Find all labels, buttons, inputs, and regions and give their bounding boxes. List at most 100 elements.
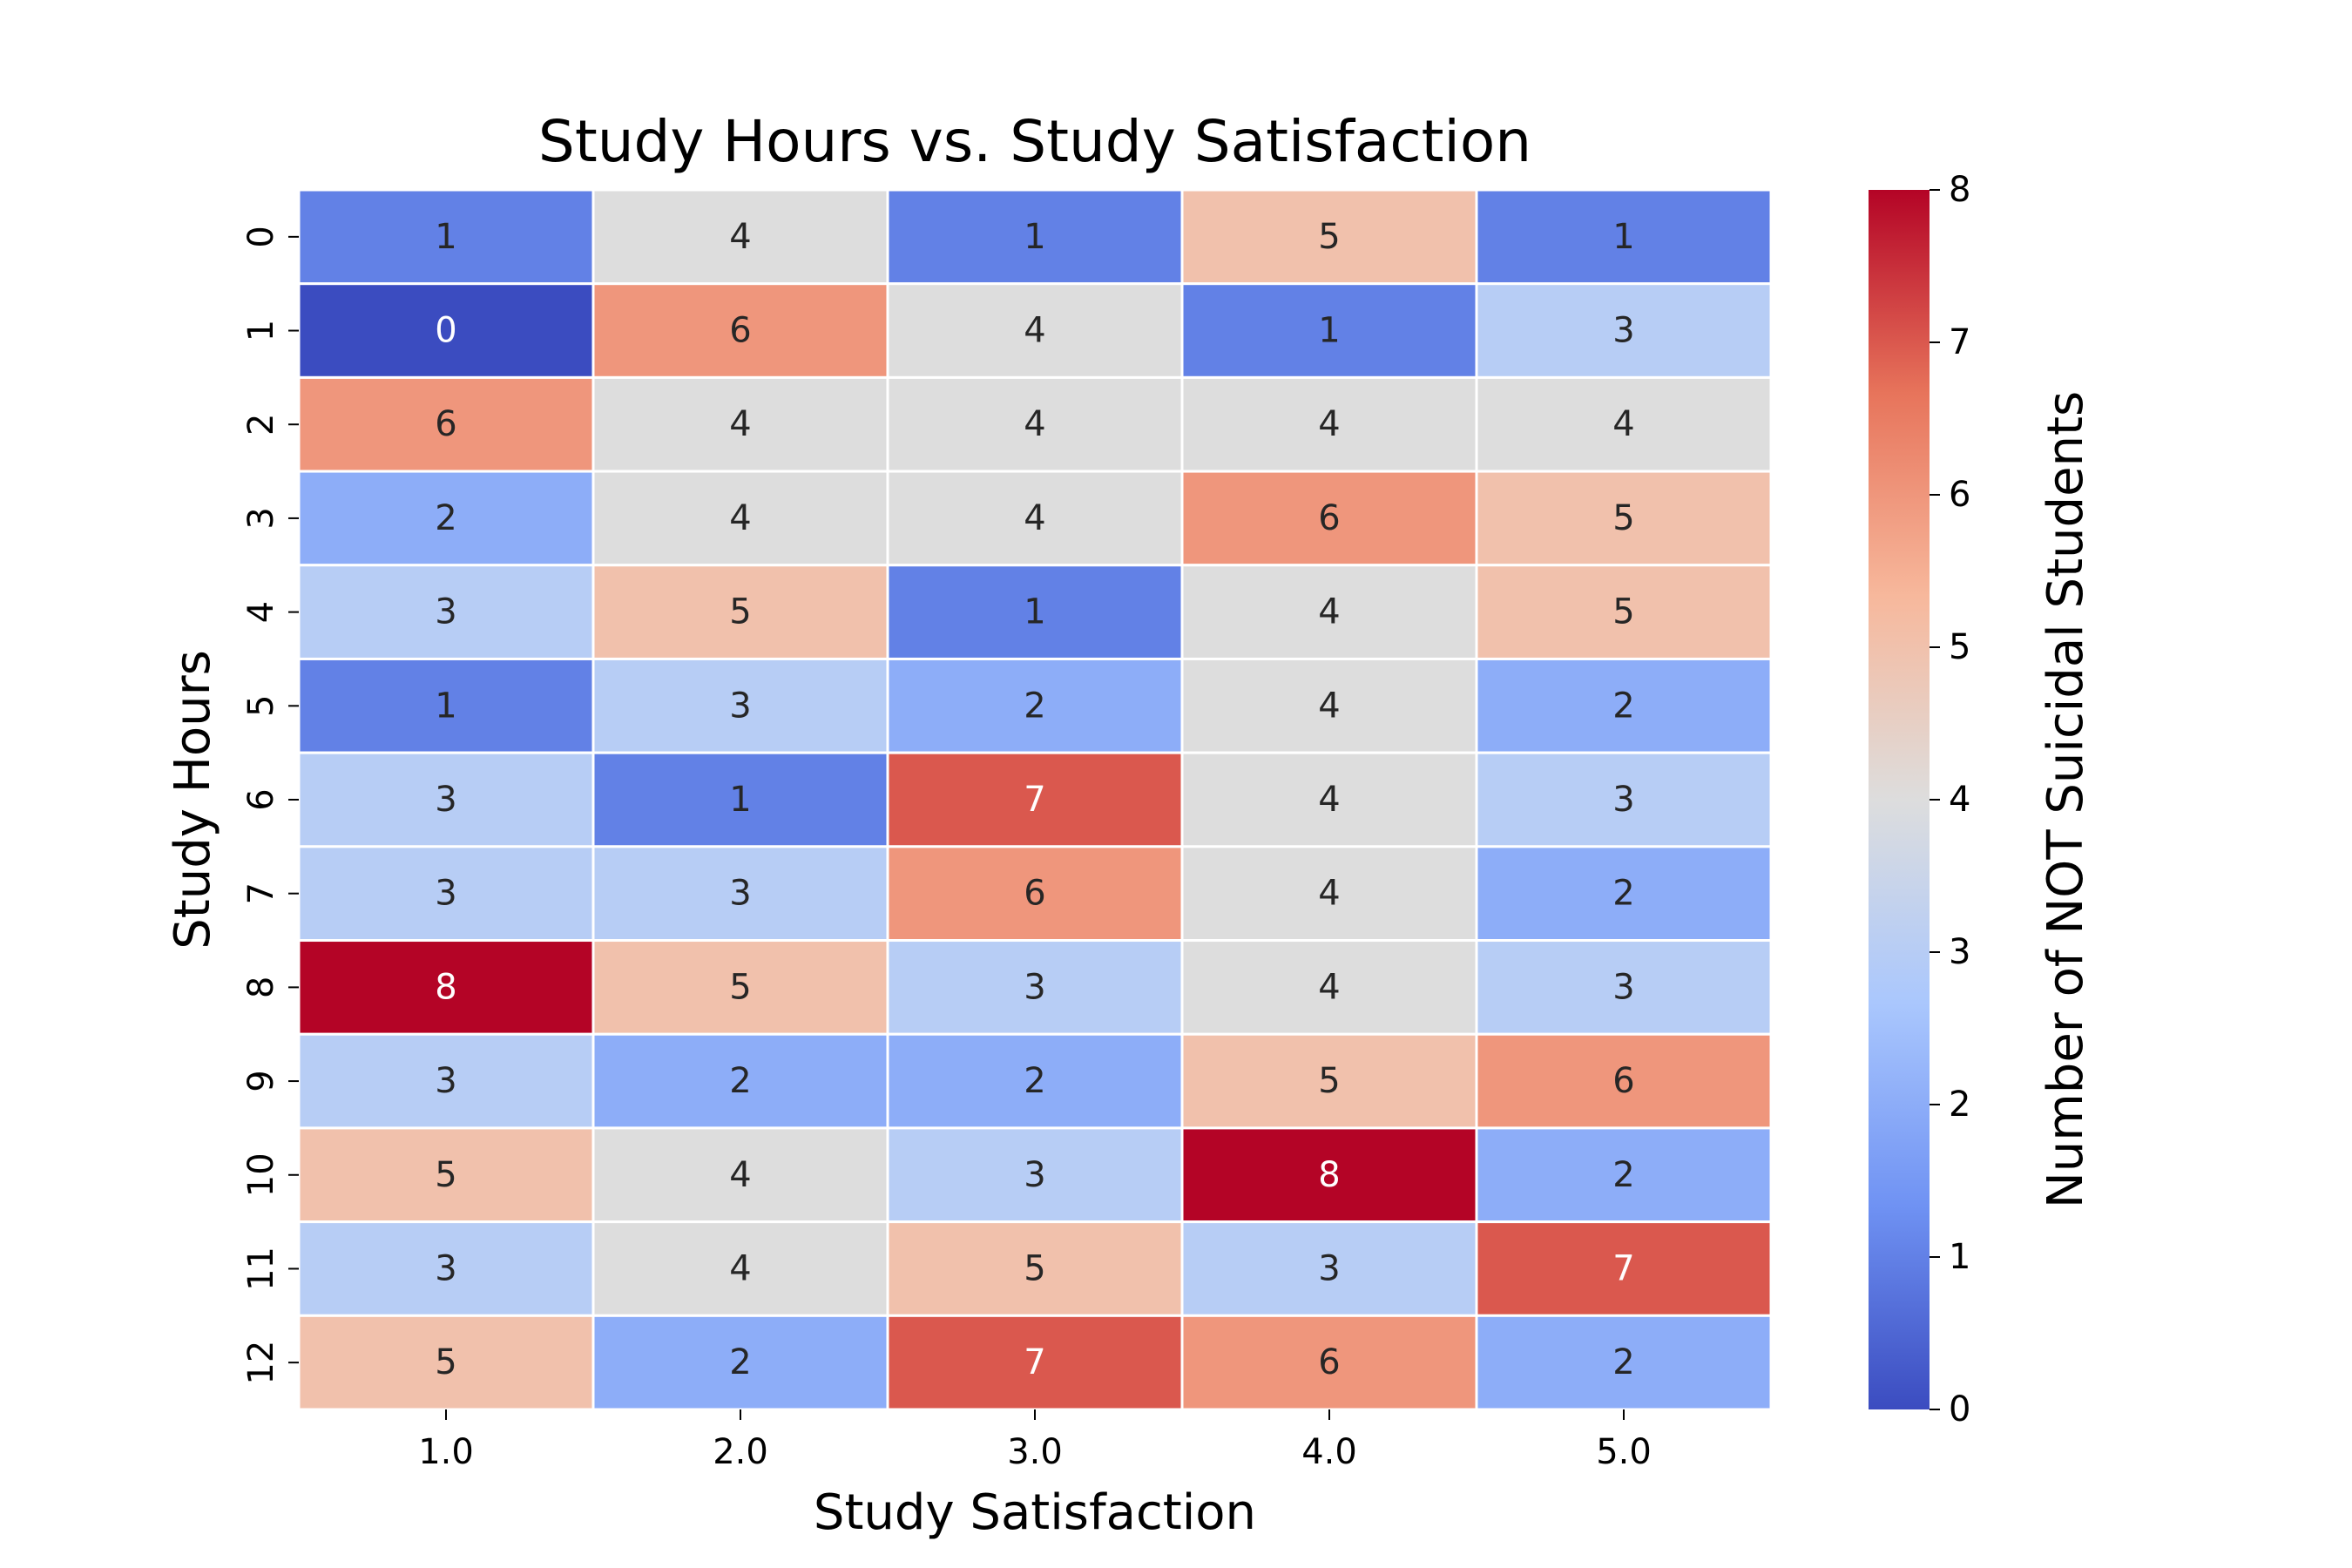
- cell-value-label: 4: [729, 404, 751, 444]
- cell-value-label: 4: [729, 498, 751, 538]
- y-tick-label: 4: [241, 601, 281, 623]
- cell-value-label: 3: [1612, 780, 1634, 820]
- y-tick-label: 9: [241, 1070, 281, 1092]
- heatmap-cell: [591, 564, 889, 660]
- cell-value-label: 3: [1612, 967, 1634, 1007]
- heatmap-cell: [297, 845, 595, 943]
- cell-value-label: 4: [1318, 780, 1340, 820]
- y-tick-label: 8: [241, 977, 281, 998]
- y-tick-label: 5: [241, 695, 281, 717]
- heatmap-cell: [297, 751, 595, 848]
- heatmap-cell: [886, 564, 1184, 660]
- colorbar-tick-label: 3: [1949, 932, 1970, 972]
- cell-value-label: 1: [1024, 217, 1045, 257]
- cell-value-label: 1: [1024, 592, 1045, 632]
- cell-value-label: 1: [435, 217, 456, 257]
- heatmap-cell: [1475, 939, 1773, 1036]
- cell-value-label: 6: [1612, 1061, 1634, 1101]
- heatmap-cell: [591, 1032, 889, 1130]
- colorbar-tick-label: 1: [1949, 1237, 1970, 1277]
- cell-value-label: 3: [1318, 1248, 1340, 1288]
- cell-value-label: 4: [1318, 404, 1340, 444]
- heatmap-cell: [886, 188, 1184, 286]
- cell-value-label: 2: [1612, 874, 1634, 914]
- cell-value-label: 6: [435, 404, 456, 444]
- heatmap-cell: [1475, 564, 1773, 660]
- heatmap-cell: [591, 939, 889, 1036]
- heatmap-cell: [1475, 1032, 1773, 1130]
- cell-value-label: 0: [435, 311, 456, 351]
- cell-value-label: 1: [1612, 217, 1634, 257]
- cell-value-label: 6: [729, 311, 751, 351]
- cell-value-label: 4: [1612, 404, 1634, 444]
- cell-value-labels: 1 4 1 5 1 0 6 4 1 3 6 4 4 4 4 2 4 4 6 5 3 5 1 4 5 1 3 2 4 2 3 1 7 4 3 3 3 6 4 2…: [435, 217, 1634, 1382]
- heatmap-cell: [1475, 657, 1773, 754]
- cell-value-label: 5: [1612, 592, 1634, 632]
- heatmap-cell: [1180, 657, 1478, 754]
- x-tick-label: 5.0: [1596, 1432, 1652, 1472]
- heatmap-cell: [591, 470, 889, 567]
- cell-value-label: 5: [729, 592, 751, 632]
- heatmap-cell: [297, 188, 595, 286]
- cell-value-label: 3: [435, 874, 456, 914]
- cell-value-label: 3: [435, 592, 456, 632]
- cell-value-label: 5: [1318, 217, 1340, 257]
- colorbar-tick-label: 8: [1949, 170, 1970, 210]
- y-tick-label: 6: [241, 788, 281, 810]
- cell-value-label: 4: [1024, 404, 1045, 444]
- y-tick-label: 11: [241, 1247, 281, 1291]
- heatmap-cell: [1180, 1032, 1478, 1130]
- heatmap-cell: [886, 657, 1184, 754]
- cell-value-label: 2: [1612, 1155, 1634, 1195]
- heatmap-cell: [1475, 1314, 1773, 1411]
- heatmap-cell: [1475, 1126, 1773, 1224]
- heatmap-cell: [1475, 845, 1773, 943]
- cell-value-label: 4: [729, 1155, 751, 1195]
- x-axis-ticks: 1.0 2.0 3.0 4.0 5.0: [418, 1409, 1652, 1472]
- x-axis-label: Study Satisfaction: [814, 1484, 1256, 1541]
- cell-value-label: 8: [435, 967, 456, 1007]
- heatmap-cell: [297, 1314, 595, 1411]
- heatmap-cell: [1180, 1314, 1478, 1411]
- cell-value-label: 3: [1612, 311, 1634, 351]
- y-tick-label: 3: [241, 507, 281, 529]
- cell-value-label: 5: [1024, 1248, 1045, 1288]
- heatmap-cell: [886, 1126, 1184, 1224]
- cell-value-label: 5: [1612, 498, 1634, 538]
- y-tick-label: 2: [241, 414, 281, 436]
- cell-value-label: 5: [729, 967, 751, 1007]
- heatmap-cell: [886, 939, 1184, 1036]
- heatmap-cell: [1180, 1220, 1478, 1317]
- cell-value-label: 4: [1318, 592, 1340, 632]
- cell-value-label: 4: [1024, 498, 1045, 538]
- heatmap-cell: [886, 470, 1184, 567]
- cell-value-label: 3: [729, 686, 751, 726]
- cell-value-label: 7: [1612, 1248, 1634, 1288]
- heatmap-cell: [591, 845, 889, 943]
- colorbar-tick-label: 2: [1949, 1085, 1970, 1125]
- cell-value-label: 5: [435, 1155, 456, 1195]
- x-tick-label: 4.0: [1301, 1432, 1357, 1472]
- y-tick-label: 10: [241, 1152, 281, 1197]
- cell-value-label: 4: [1318, 967, 1340, 1007]
- cell-value-label: 4: [1318, 874, 1340, 914]
- cell-value-label: 5: [435, 1342, 456, 1382]
- heatmap-cell: [591, 375, 889, 473]
- cell-value-label: 3: [729, 874, 751, 914]
- cell-value-label: 3: [435, 780, 456, 820]
- y-tick-label: 0: [241, 226, 281, 247]
- cell-value-label: 2: [729, 1342, 751, 1382]
- cell-value-label: 2: [1612, 686, 1634, 726]
- heatmap-cell: [886, 282, 1184, 379]
- colorbar-ticks: 0 1 2 3 4 5 6 7 8: [1930, 170, 1970, 1429]
- x-tick-label: 2.0: [713, 1432, 768, 1472]
- cell-value-label: 6: [1318, 498, 1340, 538]
- heatmap-cell: [1180, 375, 1478, 473]
- cell-value-label: 7: [1024, 1342, 1045, 1382]
- heatmap-cell: [297, 1032, 595, 1130]
- heatmap-cells: [297, 188, 1773, 1411]
- cell-value-label: 2: [435, 498, 456, 538]
- cell-value-label: 3: [1024, 967, 1045, 1007]
- cell-value-label: 2: [729, 1061, 751, 1101]
